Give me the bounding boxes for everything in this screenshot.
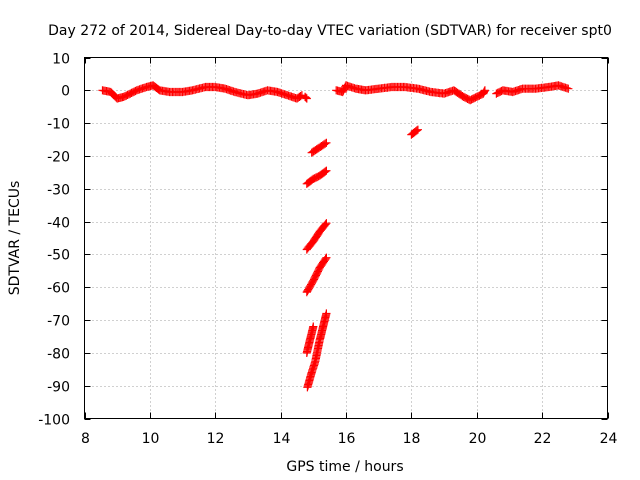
x-tick-label: 20 bbox=[469, 431, 487, 447]
grid-lines bbox=[84, 57, 608, 419]
data-point bbox=[564, 84, 573, 93]
data-point bbox=[322, 253, 331, 262]
y-tick-label: -40 bbox=[47, 216, 70, 232]
x-tick-label: 14 bbox=[273, 431, 291, 447]
data-point bbox=[301, 92, 310, 101]
y-tick-label: -100 bbox=[38, 413, 70, 429]
axis-ticks bbox=[84, 57, 609, 420]
data-point bbox=[321, 254, 330, 263]
x-tick-label: 18 bbox=[403, 431, 421, 447]
chart-title: Day 272 of 2014, Sidereal Day-to-day VTE… bbox=[48, 23, 612, 39]
y-tick-label: -80 bbox=[47, 347, 70, 363]
plot-frame bbox=[84, 57, 608, 419]
y-tick-labels: 10 0 -10 -20 -30 -40 -50 -60 -70 -80 -90 -100 bbox=[38, 52, 70, 429]
data-point bbox=[322, 138, 331, 147]
x-tick-label: 16 bbox=[338, 431, 356, 447]
y-tick-label: -90 bbox=[47, 380, 70, 396]
data-point bbox=[302, 94, 311, 103]
data-point bbox=[321, 167, 330, 176]
data-point bbox=[413, 125, 422, 134]
y-axis-label: SDTVAR / TECUs bbox=[7, 181, 23, 296]
x-axis-label: GPS time / hours bbox=[286, 459, 403, 475]
data-point bbox=[321, 139, 330, 148]
data-marks bbox=[98, 81, 573, 392]
data-point bbox=[296, 92, 305, 101]
y-tick-label: -50 bbox=[47, 248, 70, 264]
data-point bbox=[309, 322, 318, 331]
data-point bbox=[322, 166, 331, 175]
data-point bbox=[321, 220, 330, 229]
data-point bbox=[322, 309, 331, 318]
y-tick-label: 10 bbox=[52, 52, 70, 68]
x-tick-label: 22 bbox=[534, 431, 552, 447]
data-point bbox=[301, 93, 311, 102]
y-tick-label: -60 bbox=[47, 281, 70, 297]
y-tick-label: -20 bbox=[47, 150, 70, 166]
y-tick-label: 0 bbox=[61, 84, 70, 100]
x-tick-labels: 8 10 12 14 16 18 20 22 24 bbox=[81, 431, 617, 447]
x-tick-label: 8 bbox=[81, 431, 90, 447]
x-tick-label: 10 bbox=[142, 431, 160, 447]
y-tick-label: -70 bbox=[47, 314, 70, 330]
y-tick-label: -10 bbox=[47, 117, 70, 133]
data-point bbox=[322, 219, 331, 228]
data-point bbox=[412, 126, 421, 135]
y-tick-label: -30 bbox=[47, 183, 70, 199]
data-point bbox=[480, 86, 489, 95]
x-tick-label: 24 bbox=[600, 431, 618, 447]
x-tick-label: 12 bbox=[207, 431, 225, 447]
